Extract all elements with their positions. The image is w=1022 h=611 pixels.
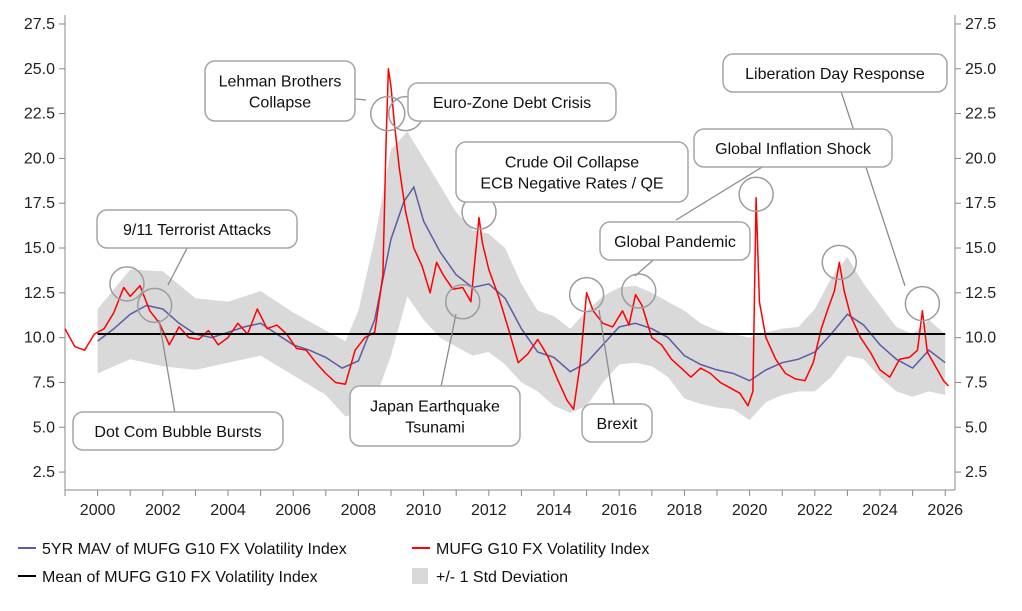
event-marker bbox=[904, 285, 941, 322]
x-tick-label: 2002 bbox=[145, 502, 181, 519]
callout-rect bbox=[349, 385, 521, 447]
y-tick-label-right: 2.5 bbox=[965, 464, 987, 481]
callout-text: Global Inflation Shock bbox=[715, 141, 872, 158]
x-tick-label: 2012 bbox=[471, 502, 507, 519]
callout-rect bbox=[581, 403, 653, 443]
y-tick-label-right: 22.5 bbox=[965, 106, 996, 123]
y-tick-label-right: 20.0 bbox=[965, 150, 996, 167]
callout-box: 9/11 Terrorist Attacks bbox=[96, 209, 298, 249]
callout-text: Dot Com Bubble Bursts bbox=[94, 424, 261, 441]
std-deviation-band-layer bbox=[97, 131, 946, 421]
y-tick-label-right: 25.0 bbox=[965, 61, 996, 78]
x-tick-label: 2004 bbox=[210, 502, 246, 519]
callout-rect bbox=[407, 82, 617, 122]
callout-box: Dot Com Bubble Bursts bbox=[72, 411, 284, 451]
callout-box: Liberation Day Response bbox=[722, 53, 948, 93]
annotations: Lehman Brothers Collapse Euro-Zone Debt Cr… bbox=[72, 53, 948, 451]
legend-label: Mean of MUFG G10 FX Volatility Index bbox=[42, 569, 318, 586]
legend-swatch bbox=[412, 568, 428, 584]
callout-text: Collapse bbox=[249, 95, 311, 112]
legend-label: MUFG G10 FX Volatility Index bbox=[436, 541, 649, 558]
callout-text: Euro-Zone Debt Crisis bbox=[433, 95, 591, 112]
event-marker bbox=[369, 95, 406, 132]
x-tick-label: 2020 bbox=[732, 502, 768, 519]
y-tick-label-left: 12.5 bbox=[24, 285, 55, 302]
y-tick-label-left: 25.0 bbox=[24, 61, 55, 78]
callout-rect bbox=[72, 411, 284, 451]
y-tick-label-right: 17.5 bbox=[965, 195, 996, 212]
x-tick-label: 2016 bbox=[601, 502, 637, 519]
callout-box: Global Pandemic bbox=[599, 221, 751, 261]
legend-label: 5YR MAV of MUFG G10 FX Volatility Index bbox=[42, 541, 347, 558]
callout-box: Lehman Brothers Collapse bbox=[204, 60, 356, 122]
y-tick-label-left: 2.5 bbox=[33, 464, 55, 481]
event-marker bbox=[568, 276, 605, 313]
y-tick-label-left: 5.0 bbox=[33, 419, 55, 436]
callout-box: Brexit bbox=[581, 403, 653, 443]
callout-text: Crude Oil Collapse bbox=[505, 155, 639, 172]
x-tick-label: 2000 bbox=[80, 502, 116, 519]
callout-box: Japan Earthquake Tsunami bbox=[349, 385, 521, 447]
x-tick-label: 2014 bbox=[536, 502, 572, 519]
event-marker bbox=[109, 266, 145, 302]
callout-rect bbox=[693, 128, 893, 168]
callout-text: Liberation Day Response bbox=[745, 66, 925, 83]
callout-rect bbox=[204, 60, 356, 122]
x-tick-label: 2008 bbox=[341, 502, 377, 519]
y-tick-label-right: 7.5 bbox=[965, 374, 987, 391]
y-tick-label-right: 12.5 bbox=[965, 285, 996, 302]
y-tick-label-left: 27.5 bbox=[24, 16, 55, 33]
x-tick-label: 2024 bbox=[862, 502, 898, 519]
y-tick-label-right: 27.5 bbox=[965, 16, 996, 33]
x-tick-label: 2026 bbox=[927, 502, 963, 519]
callout-text: Brexit bbox=[597, 416, 638, 433]
callout-rect bbox=[455, 141, 689, 203]
y-tick-label-left: 17.5 bbox=[24, 195, 55, 212]
axes: 2.5 2.5 5.0 5.0 7.5 7.5 10.0 10.0 12.5 12.5 15.0 15… bbox=[24, 15, 996, 519]
callout-text: Tsunami bbox=[405, 420, 465, 437]
callout-text: Lehman Brothers bbox=[219, 74, 342, 91]
std-deviation-band bbox=[97, 131, 946, 421]
x-tick-label: 2018 bbox=[667, 502, 703, 519]
event-marker bbox=[444, 284, 481, 320]
event-marker bbox=[821, 244, 858, 281]
y-tick-label-left: 10.0 bbox=[24, 330, 55, 347]
event-marker bbox=[136, 287, 173, 324]
callout-text: Global Pandemic bbox=[614, 234, 736, 251]
callout-box: Global Inflation Shock bbox=[693, 128, 893, 168]
y-tick-label-right: 10.0 bbox=[965, 330, 996, 347]
x-tick-label: 2022 bbox=[797, 502, 833, 519]
callout-box: Euro-Zone Debt Crisis bbox=[407, 82, 617, 122]
callout-text: ECB Negative Rates / QE bbox=[480, 176, 663, 193]
callout-box: Crude Oil Collapse ECB Negative Rates / Q… bbox=[455, 141, 689, 203]
legend: 5YR MAV of MUFG G10 FX Volatility Index M… bbox=[18, 541, 649, 586]
event-marker bbox=[738, 176, 774, 212]
volatility-index-line bbox=[64, 68, 950, 411]
y-tick-label-left: 15.0 bbox=[24, 240, 55, 257]
y-tick-label-left: 22.5 bbox=[24, 106, 55, 123]
x-tick-label: 2010 bbox=[406, 502, 442, 519]
event-marker bbox=[621, 273, 657, 309]
y-tick-label-left: 7.5 bbox=[33, 374, 55, 391]
callout-rect bbox=[722, 53, 948, 93]
callout-text: 9/11 Terrorist Attacks bbox=[123, 222, 271, 239]
y-tick-label-right: 5.0 bbox=[965, 419, 987, 436]
callout-rect bbox=[599, 221, 751, 261]
callout-text: Japan Earthquake bbox=[370, 399, 500, 416]
legend-label: +/- 1 Std Deviation bbox=[436, 569, 568, 586]
y-tick-label-left: 20.0 bbox=[24, 150, 55, 167]
x-tick-label: 2006 bbox=[275, 502, 311, 519]
y-tick-label-right: 15.0 bbox=[965, 240, 996, 257]
callout-rect bbox=[96, 209, 298, 249]
series-lines bbox=[64, 68, 950, 411]
callout-leader bbox=[834, 72, 906, 287]
